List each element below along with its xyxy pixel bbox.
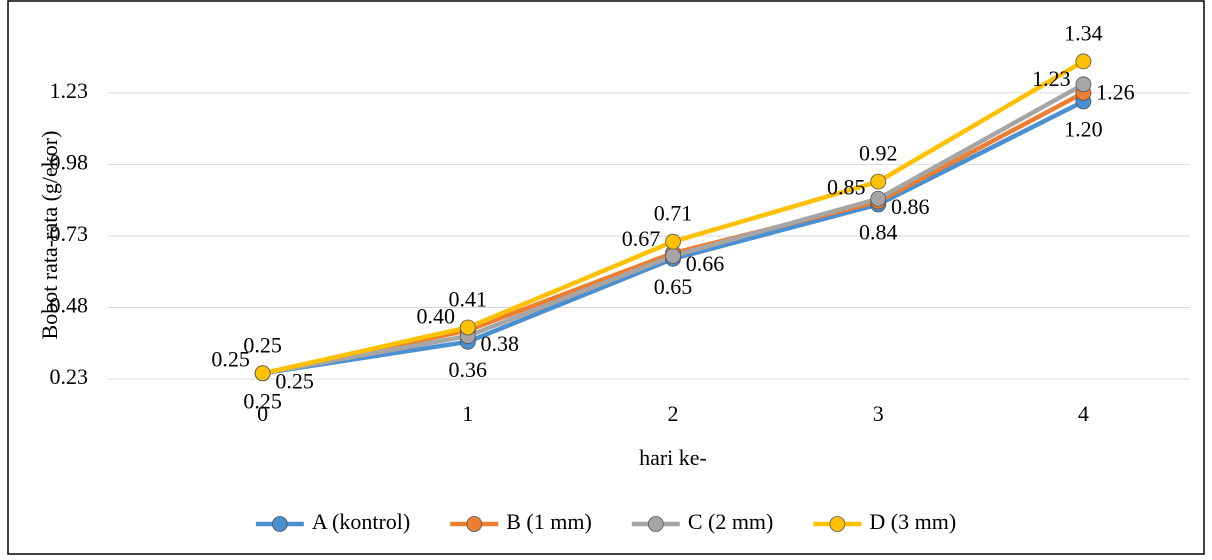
chart: Bobot rata-rata (g/ekor) hari ke- A (kon… <box>0 0 1212 560</box>
legend-marker <box>272 517 287 532</box>
marker <box>666 234 681 249</box>
data-label: 0.92 <box>859 141 898 166</box>
legend-label: B (1 mm) <box>506 509 592 534</box>
data-label: 0.71 <box>654 201 693 226</box>
marker <box>871 174 886 189</box>
data-label: 0.86 <box>891 194 930 219</box>
data-label: 0.85 <box>827 175 866 200</box>
marker <box>1076 77 1091 92</box>
marker <box>255 366 270 381</box>
x-tick-label: 4 <box>1078 401 1089 426</box>
marker <box>666 248 681 263</box>
y-tick-label: 0.73 <box>50 221 89 246</box>
data-label: 0.41 <box>449 287 488 312</box>
y-tick-label: 0.23 <box>50 364 89 389</box>
data-label: 1.23 <box>1032 66 1071 91</box>
data-label: 0.36 <box>449 357 488 382</box>
x-tick-label: 3 <box>873 401 884 426</box>
y-tick-label: 0.98 <box>50 149 89 174</box>
data-label: 1.26 <box>1096 79 1135 104</box>
data-label: 0.66 <box>686 251 725 276</box>
data-label: 0.38 <box>481 331 520 356</box>
y-tick-label: 0.48 <box>50 293 89 318</box>
legend-marker <box>648 517 663 532</box>
legend-label: A (kontrol) <box>312 509 410 534</box>
marker <box>871 191 886 206</box>
x-axis-title: hari ke- <box>639 445 707 470</box>
data-label: 1.20 <box>1064 117 1103 142</box>
legend-label: C (2 mm) <box>688 509 774 534</box>
legend-label: D (3 mm) <box>869 509 956 534</box>
marker <box>460 320 475 335</box>
legend-marker <box>467 517 482 532</box>
data-label: 0.25 <box>243 332 282 357</box>
data-label: 0.25 <box>275 368 314 393</box>
data-label: 1.34 <box>1064 20 1103 45</box>
data-label: 0.65 <box>654 274 693 299</box>
marker <box>1076 54 1091 69</box>
data-label: 0.84 <box>859 220 898 245</box>
legend-marker <box>830 517 845 532</box>
x-tick-label: 1 <box>462 401 473 426</box>
x-tick-label: 2 <box>668 401 679 426</box>
y-tick-label: 1.23 <box>50 78 89 103</box>
data-label: 0.67 <box>622 226 661 251</box>
